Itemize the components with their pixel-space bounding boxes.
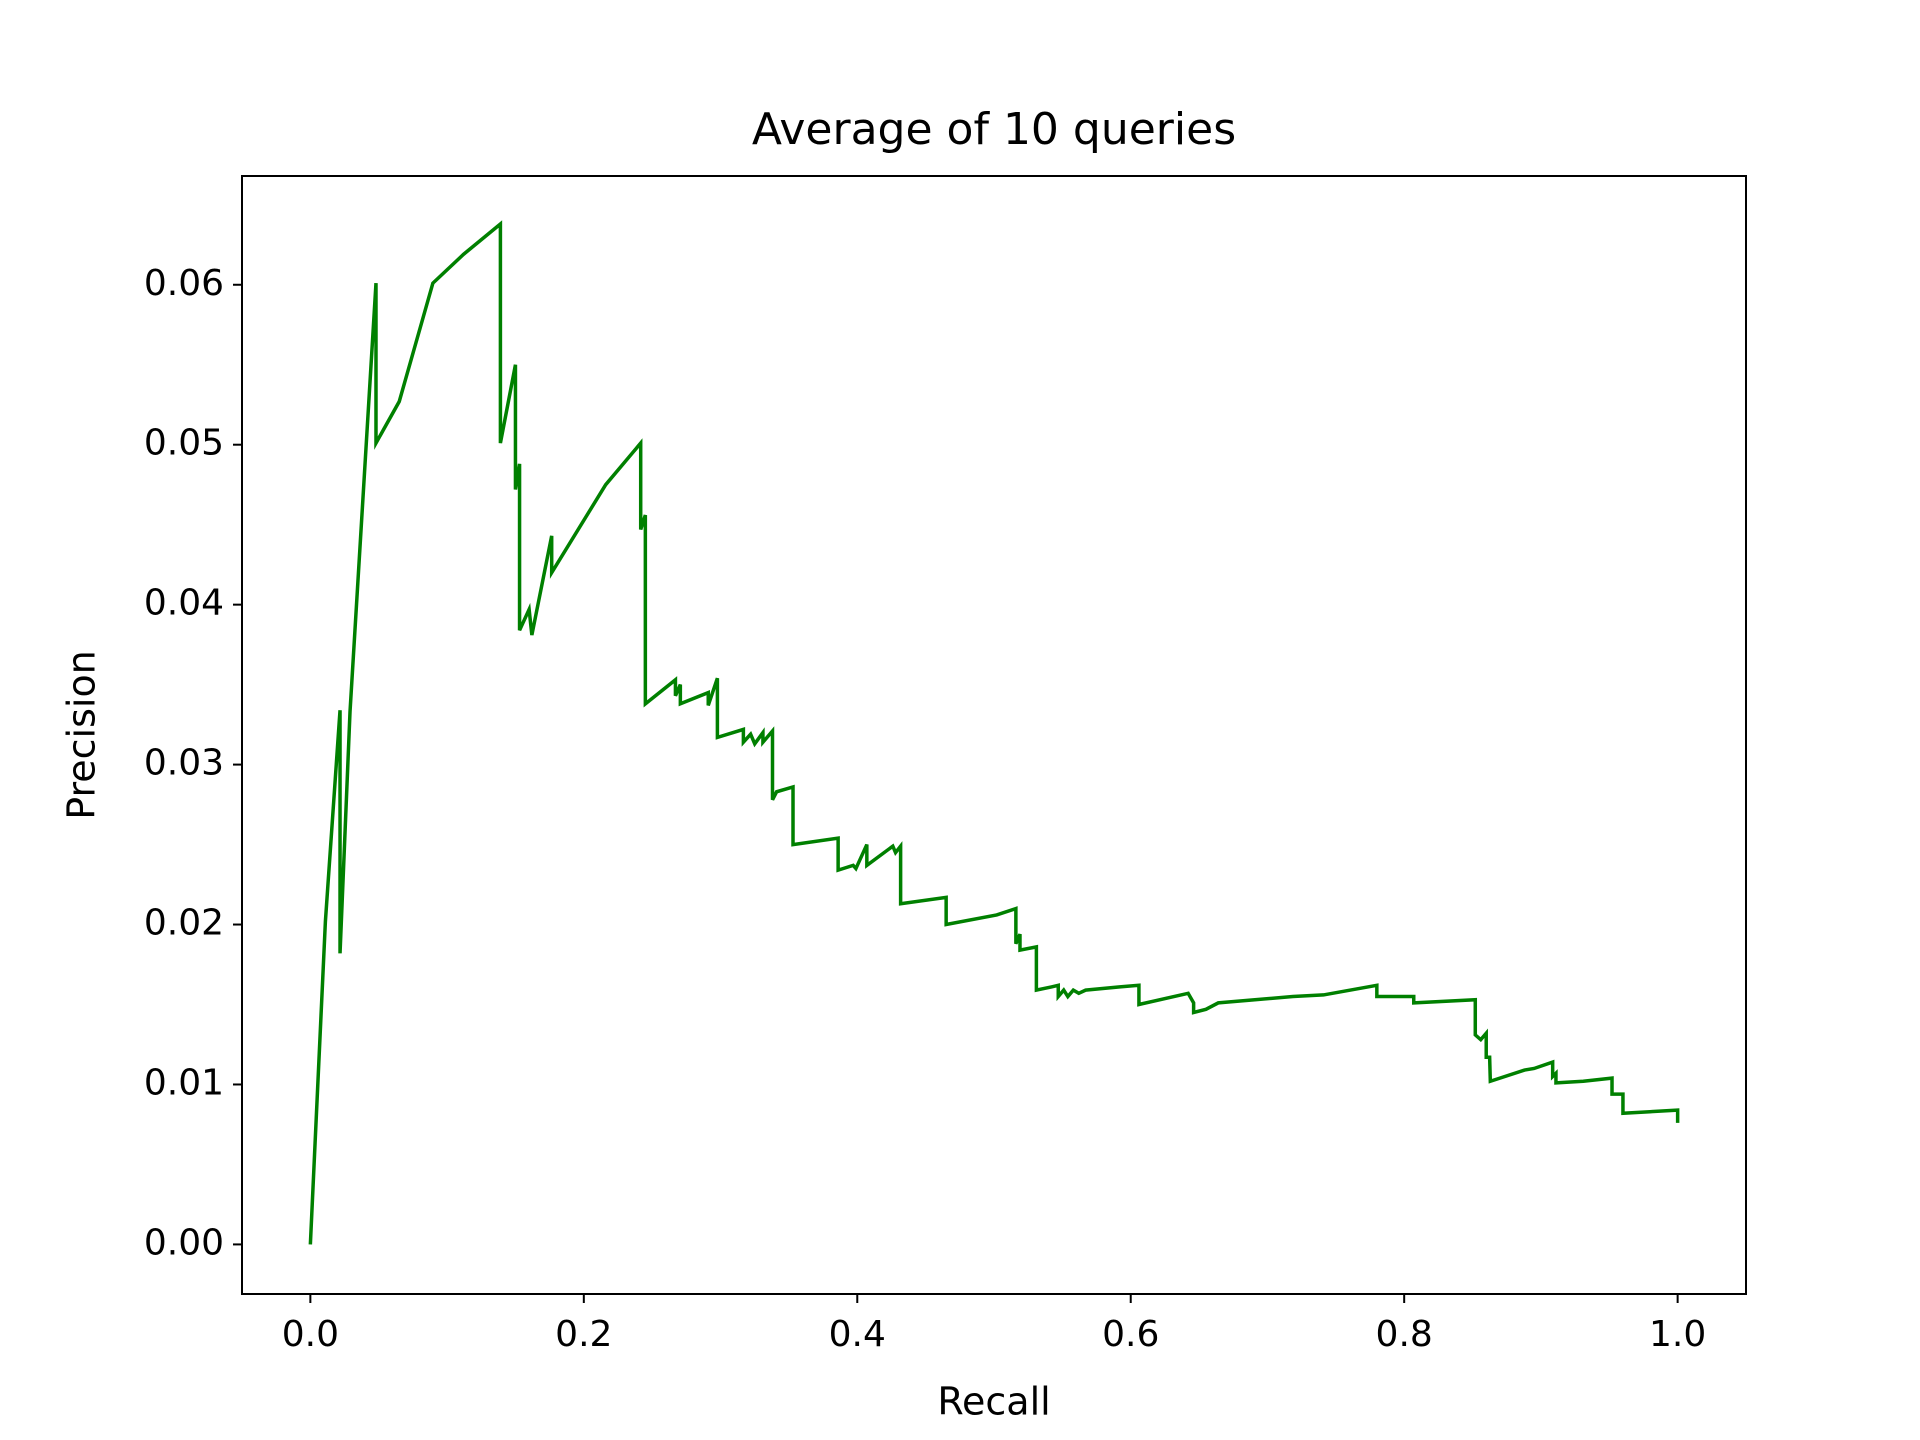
x-tick-label: 0.6	[1102, 1314, 1159, 1355]
x-tick-label: 0.0	[282, 1314, 339, 1355]
y-tick-label: 0.05	[144, 423, 224, 464]
y-tick-label: 0.01	[144, 1062, 224, 1103]
y-axis-label: Precision	[60, 650, 104, 820]
x-tick-label: 0.4	[829, 1314, 886, 1355]
chart-title: Average of 10 queries	[752, 104, 1236, 155]
y-tick-label: 0.02	[144, 903, 224, 944]
x-tick-label: 1.0	[1649, 1314, 1706, 1355]
y-tick-label: 0.00	[144, 1222, 224, 1263]
y-tick-label: 0.06	[144, 263, 224, 304]
y-tick-label: 0.04	[144, 583, 224, 624]
x-axis-label: Recall	[937, 1380, 1050, 1424]
y-tick-label: 0.03	[144, 743, 224, 784]
plot-frame	[241, 175, 1747, 1295]
x-tick-label: 0.2	[555, 1314, 612, 1355]
precision-recall-line	[308, 220, 1680, 1245]
x-tick-label: 0.8	[1376, 1314, 1433, 1355]
